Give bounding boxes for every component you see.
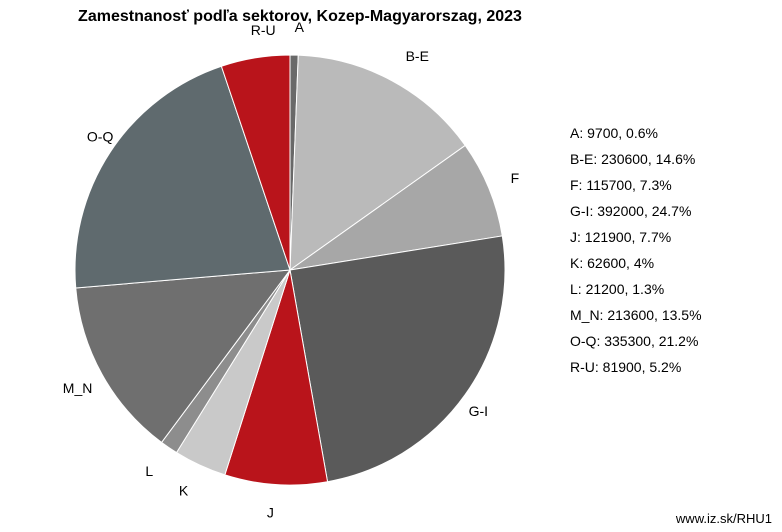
legend-item: O-Q: 335300, 21.2% (570, 328, 770, 354)
slice-label-J: J (267, 504, 274, 520)
legend-item: F: 115700, 7.3% (570, 172, 770, 198)
legend: A: 9700, 0.6%B-E: 230600, 14.6%F: 115700… (570, 120, 770, 380)
legend-item: M_N: 213600, 13.5% (570, 302, 770, 328)
legend-item: B-E: 230600, 14.6% (570, 146, 770, 172)
legend-item: J: 121900, 7.7% (570, 224, 770, 250)
slice-label-G-I: G-I (469, 403, 488, 419)
pie-chart: AB-EFG-IJKLM_NO-QR-U (60, 40, 520, 500)
slice-label-R-U: R-U (251, 22, 276, 38)
slice-label-M_N: M_N (63, 380, 93, 396)
slice-label-K: K (179, 483, 189, 499)
legend-item: R-U: 81900, 5.2% (570, 354, 770, 380)
slice-label-F: F (511, 170, 520, 186)
legend-item: A: 9700, 0.6% (570, 120, 770, 146)
slice-label-L: L (145, 463, 153, 479)
legend-item: G-I: 392000, 24.7% (570, 198, 770, 224)
source-link[interactable]: www.iz.sk/RHU1 (676, 511, 772, 526)
legend-item: L: 21200, 1.3% (570, 276, 770, 302)
slice-label-O-Q: O-Q (87, 129, 114, 145)
legend-item: K: 62600, 4% (570, 250, 770, 276)
slice-label-B-E: B-E (406, 48, 429, 64)
slice-label-A: A (295, 19, 305, 35)
pie-slice-G-I (290, 236, 505, 482)
